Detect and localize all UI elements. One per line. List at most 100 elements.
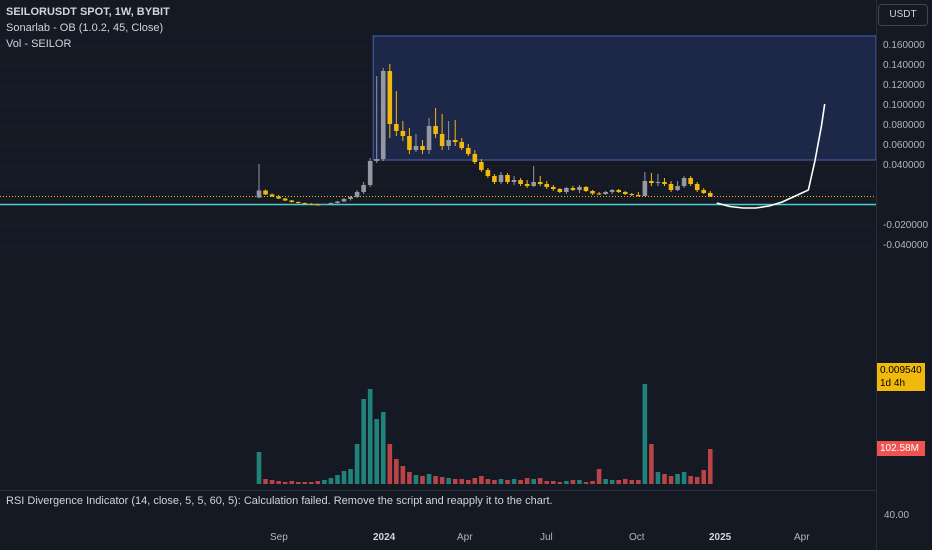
candle-body <box>361 185 366 192</box>
candle-body <box>655 182 661 183</box>
volume-bar <box>335 475 340 484</box>
volume-bar <box>374 419 380 484</box>
candle-body <box>537 182 543 184</box>
volume-bar <box>302 482 308 484</box>
price-axis-label: 0.120000 <box>883 80 925 91</box>
time-axis-label: Apr <box>794 532 810 543</box>
price-axis-label: 0.040000 <box>883 160 925 171</box>
volume-bar <box>707 449 713 484</box>
volume-bar <box>328 478 334 484</box>
volume-bar <box>420 476 425 484</box>
volume-bar <box>394 459 399 484</box>
candle-body <box>407 136 412 150</box>
candle-body <box>276 196 281 199</box>
candle-body <box>263 190 268 195</box>
volume-bar <box>531 479 536 484</box>
volume-bar <box>537 478 543 484</box>
candle-body <box>557 189 563 192</box>
volume-bar <box>459 479 465 484</box>
volume-bar <box>433 476 438 484</box>
candle-body <box>642 181 648 196</box>
time-axis[interactable]: Sep 2024 Apr Jul Oct 2025 Apr <box>0 522 876 550</box>
volume-bar <box>361 399 366 484</box>
volume-bar <box>564 481 569 484</box>
candle-body <box>570 188 576 190</box>
price-axis-label: -0.040000 <box>883 240 929 251</box>
volume-bar <box>518 480 523 484</box>
volume-bar <box>282 482 288 484</box>
candle-body <box>609 190 615 192</box>
volume-bar <box>675 474 680 484</box>
currency-button[interactable]: USDT <box>878 4 928 26</box>
rsi-error-message: RSI Divergence Indicator (14, close, 5, … <box>6 495 553 507</box>
candle-body <box>380 71 386 159</box>
candle-body <box>335 201 340 203</box>
volume-bar <box>694 477 700 484</box>
candle-body <box>622 192 628 194</box>
volume-bar <box>400 466 406 484</box>
volume-bar <box>609 480 615 484</box>
price-axis[interactable]: 0.160000 0.140000 0.120000 0.100000 0.080000… <box>876 0 932 550</box>
candle-body <box>590 191 595 194</box>
volume-bar <box>681 472 687 484</box>
candle-body <box>492 176 497 182</box>
volume-bar <box>505 480 510 484</box>
indicator-volume-legend[interactable]: Vol - SEILOR <box>6 38 72 50</box>
current-price-tag: 0.009540 1d 4h <box>877 363 925 391</box>
volume-bar <box>622 479 628 484</box>
volume-bar <box>596 469 602 484</box>
volume-bar <box>557 482 563 484</box>
candle-body <box>400 131 406 136</box>
candle-body <box>426 126 432 150</box>
candle-body <box>289 200 294 202</box>
current-price-value: 0.009540 <box>880 365 922 376</box>
volume-bar <box>452 479 458 484</box>
time-axis-label: 2024 <box>373 532 396 543</box>
volume-bar <box>577 480 582 484</box>
candle-body <box>498 175 504 182</box>
volume-bar <box>655 472 661 484</box>
candle-body <box>707 193 713 197</box>
volume-bar <box>256 452 262 484</box>
candle-body <box>309 203 314 205</box>
price-axis-label: 0.160000 <box>883 40 925 51</box>
indicator-orderblock-legend[interactable]: Sonarlab - OB (1.0.2, 45, Close) <box>6 22 164 34</box>
candle-body <box>668 184 674 190</box>
volume-bar <box>413 475 419 484</box>
candle-body <box>269 194 275 197</box>
volume-bar <box>380 412 386 484</box>
price-chart[interactable]: SEILORUSDT SPOT, 1W, BYBIT Sonarlab - OB… <box>0 0 877 490</box>
candle-body <box>662 182 667 184</box>
candle-body <box>341 199 347 202</box>
candle-body <box>616 190 621 192</box>
candle-body <box>315 204 321 206</box>
volume-bar <box>269 480 275 484</box>
chart-canvas[interactable] <box>0 0 877 490</box>
volume-bar <box>465 480 471 484</box>
candle-body <box>256 190 262 198</box>
candle-body <box>531 182 536 186</box>
candle-body <box>629 194 635 195</box>
candle-body <box>433 126 438 134</box>
volume-bar <box>583 482 589 484</box>
candle-body <box>688 178 693 184</box>
volume-bar <box>524 478 530 484</box>
price-axis-label: -0.020000 <box>883 220 929 231</box>
symbol-title[interactable]: SEILORUSDT SPOT, 1W, BYBIT <box>6 6 170 18</box>
candle-body <box>564 188 569 192</box>
candle-body <box>551 187 556 189</box>
candle-body <box>636 195 641 196</box>
candle-body <box>465 148 471 154</box>
candle-body <box>452 140 458 142</box>
projection-curve <box>716 103 826 209</box>
candle-body <box>577 187 582 190</box>
volume-bar <box>662 474 667 484</box>
volume-bar <box>426 474 432 484</box>
volume-bar <box>472 478 478 484</box>
volume-bar <box>616 480 621 484</box>
candle-body <box>374 159 380 161</box>
time-axis-label: Apr <box>457 532 473 543</box>
volume-bar <box>642 384 648 484</box>
candle-body <box>479 162 484 170</box>
rsi-indicator-pane[interactable]: RSI Divergence Indicator (14, close, 5, … <box>0 490 876 523</box>
